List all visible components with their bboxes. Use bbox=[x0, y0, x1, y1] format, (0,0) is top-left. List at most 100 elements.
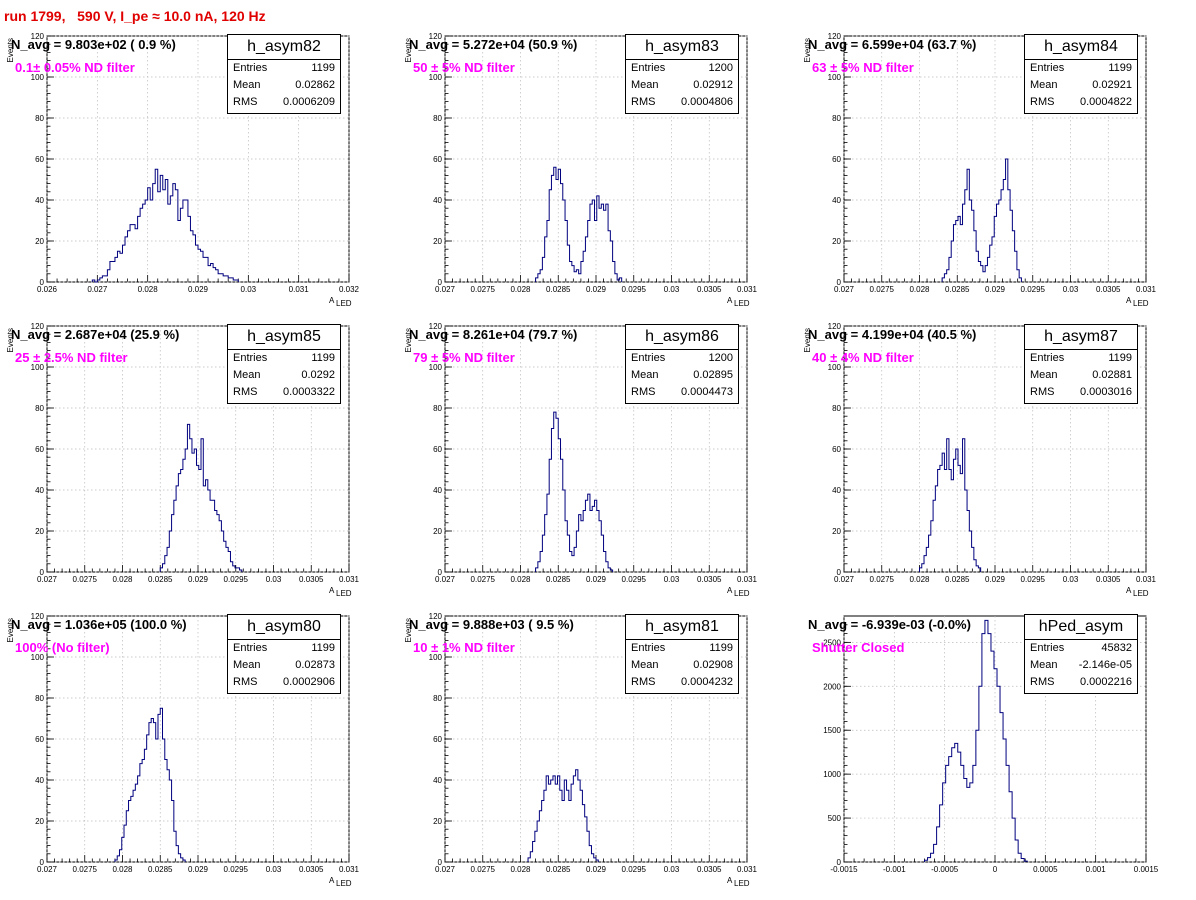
stats-box: h_asym87 Entries 1199 Mean 0.02881 RMS 0.00030… bbox=[1024, 324, 1138, 404]
stats-value: 1199 bbox=[1108, 352, 1132, 364]
x-tick-label: 0.027 bbox=[37, 865, 58, 874]
y-tick-label: 0 bbox=[40, 568, 45, 577]
stats-row-entries: Entries 1199 bbox=[228, 350, 340, 367]
stats-label: Mean bbox=[631, 369, 659, 381]
x-axis-label-subscript: LED bbox=[1133, 589, 1149, 598]
x-tick-label: 0.0285 bbox=[546, 865, 571, 874]
histogram-plot: 0.027 0.0275 0.028 0.0285 0.029 0.0295 0.03 0.0… bbox=[404, 612, 758, 888]
x-tick-label: 0.0295 bbox=[224, 865, 249, 874]
stats-row-rms: RMS 0.0004473 bbox=[626, 384, 738, 401]
y-tick-label: 0 bbox=[40, 278, 45, 287]
x-tick-label: 0.0275 bbox=[471, 285, 496, 294]
histogram-panel: -0.0015 -0.001 -0.0005 0 0.0005 0.001 0.0015 0 5… bbox=[797, 610, 1195, 900]
stats-title: h_asym83 bbox=[626, 35, 738, 60]
stats-label: RMS bbox=[631, 386, 656, 398]
y-axis-label: Events bbox=[404, 38, 413, 62]
x-axis-label: A bbox=[727, 296, 733, 305]
y-tick-label: 20 bbox=[433, 527, 442, 536]
y-tick-label: 100 bbox=[828, 73, 842, 82]
x-tick-label: 0.03 bbox=[266, 865, 282, 874]
histogram-panel: 0.027 0.0275 0.028 0.0285 0.029 0.0295 0.03 0.0… bbox=[398, 320, 796, 610]
stats-title: h_asym85 bbox=[228, 325, 340, 350]
stats-title: h_asym82 bbox=[228, 35, 340, 60]
x-tick-label: 0 bbox=[993, 865, 998, 874]
stats-value: 0.02895 bbox=[693, 369, 733, 381]
x-tick-label: 0.027 bbox=[435, 865, 456, 874]
x-tick-label: 0.0285 bbox=[546, 575, 571, 584]
stats-label: Mean bbox=[1030, 369, 1058, 381]
stats-value: 1199 bbox=[311, 642, 335, 654]
stats-row-rms: RMS 0.0004822 bbox=[1025, 94, 1137, 111]
x-tick-label: 0.03 bbox=[241, 285, 257, 294]
y-tick-label: 100 bbox=[31, 73, 45, 82]
stats-box: h_asym86 Entries 1200 Mean 0.02895 RMS 0.00044… bbox=[625, 324, 739, 404]
y-tick-label: 0 bbox=[438, 568, 443, 577]
stats-value: 0.0004822 bbox=[1080, 96, 1132, 108]
stats-row-rms: RMS 0.0003016 bbox=[1025, 384, 1137, 401]
navg-label: N_avg = 8.261e+04 (79.7 %) bbox=[409, 327, 578, 342]
stats-box: h_asym85 Entries 1199 Mean 0.0292 RMS 0.000332… bbox=[227, 324, 341, 404]
x-tick-label: -0.001 bbox=[883, 865, 906, 874]
x-tick-label: 0.029 bbox=[188, 865, 209, 874]
y-tick-label: 20 bbox=[832, 527, 841, 536]
stats-value: 0.0002906 bbox=[283, 676, 335, 688]
y-tick-label: 60 bbox=[433, 445, 442, 454]
stats-title: h_asym84 bbox=[1025, 35, 1137, 60]
stats-row-mean: Mean 0.02862 bbox=[228, 77, 340, 94]
x-tick-label: 0.0275 bbox=[73, 575, 98, 584]
stats-row-rms: RMS 0.0004806 bbox=[626, 94, 738, 111]
y-tick-label: 0 bbox=[837, 858, 842, 867]
filter-annotation: 63 ± 5% ND filter bbox=[812, 60, 914, 75]
stats-box: h_asym83 Entries 1200 Mean 0.02912 RMS 0.00048… bbox=[625, 34, 739, 114]
filter-annotation: 10 ± 1% ND filter bbox=[413, 640, 515, 655]
x-tick-label: 0.029 bbox=[188, 285, 209, 294]
stats-label: RMS bbox=[233, 676, 258, 688]
x-tick-label: 0.0015 bbox=[1134, 865, 1159, 874]
x-tick-label: 0.0295 bbox=[1021, 285, 1046, 294]
y-tick-label: 120 bbox=[828, 322, 842, 331]
stats-label: Mean bbox=[631, 79, 659, 91]
x-tick-label: 0.0005 bbox=[1033, 865, 1058, 874]
stats-row-entries: Entries 1199 bbox=[1025, 60, 1137, 77]
stats-value: 0.0004473 bbox=[681, 386, 733, 398]
stats-value: 45832 bbox=[1101, 642, 1132, 654]
stats-label: Entries bbox=[1030, 352, 1065, 364]
x-tick-label: 0.031 bbox=[737, 575, 758, 584]
x-tick-label: 0.028 bbox=[510, 575, 531, 584]
x-tick-label: 0.027 bbox=[435, 575, 456, 584]
navg-label: N_avg = 6.599e+04 (63.7 %) bbox=[808, 37, 977, 52]
stats-row-entries: Entries 1199 bbox=[1025, 350, 1137, 367]
x-tick-label: 0.028 bbox=[112, 865, 133, 874]
stats-label: Mean bbox=[631, 659, 659, 671]
navg-label: N_avg = 4.199e+04 (40.5 %) bbox=[808, 327, 977, 342]
y-tick-label: 100 bbox=[429, 73, 443, 82]
filter-annotation: 25 ± 2.5% ND filter bbox=[15, 350, 128, 365]
y-tick-label: 100 bbox=[429, 653, 443, 662]
filter-annotation: 50 ± 5% ND filter bbox=[413, 60, 515, 75]
y-axis-label: Events bbox=[404, 618, 413, 642]
x-axis-label-subscript: LED bbox=[336, 589, 352, 598]
x-tick-label: 0.031 bbox=[339, 575, 360, 584]
x-tick-label: 0.029 bbox=[985, 285, 1006, 294]
stats-row-rms: RMS 0.0002216 bbox=[1025, 674, 1137, 691]
y-tick-label: 80 bbox=[433, 694, 442, 703]
x-tick-label: 0.001 bbox=[1086, 865, 1107, 874]
y-tick-label: 60 bbox=[832, 155, 841, 164]
stats-box: h_asym81 Entries 1199 Mean 0.02908 RMS 0.00042… bbox=[625, 614, 739, 694]
y-tick-label: 60 bbox=[35, 155, 44, 164]
x-axis-label: A bbox=[727, 586, 733, 595]
stats-value: 0.0004232 bbox=[681, 676, 733, 688]
x-tick-label: 0.031 bbox=[1136, 575, 1157, 584]
stats-value: 1199 bbox=[311, 352, 335, 364]
x-axis-label-subscript: LED bbox=[734, 589, 750, 598]
x-tick-label: 0.027 bbox=[834, 285, 855, 294]
filter-annotation: 79 ± 5% ND filter bbox=[413, 350, 515, 365]
x-tick-label: 0.027 bbox=[87, 285, 108, 294]
x-tick-label: 0.0295 bbox=[224, 575, 249, 584]
y-tick-label: 20 bbox=[35, 237, 44, 246]
histogram-series bbox=[535, 411, 614, 572]
y-tick-label: 60 bbox=[35, 445, 44, 454]
y-tick-label: 120 bbox=[429, 32, 443, 41]
x-axis-label-subscript: LED bbox=[734, 299, 750, 308]
y-tick-label: 100 bbox=[31, 653, 45, 662]
